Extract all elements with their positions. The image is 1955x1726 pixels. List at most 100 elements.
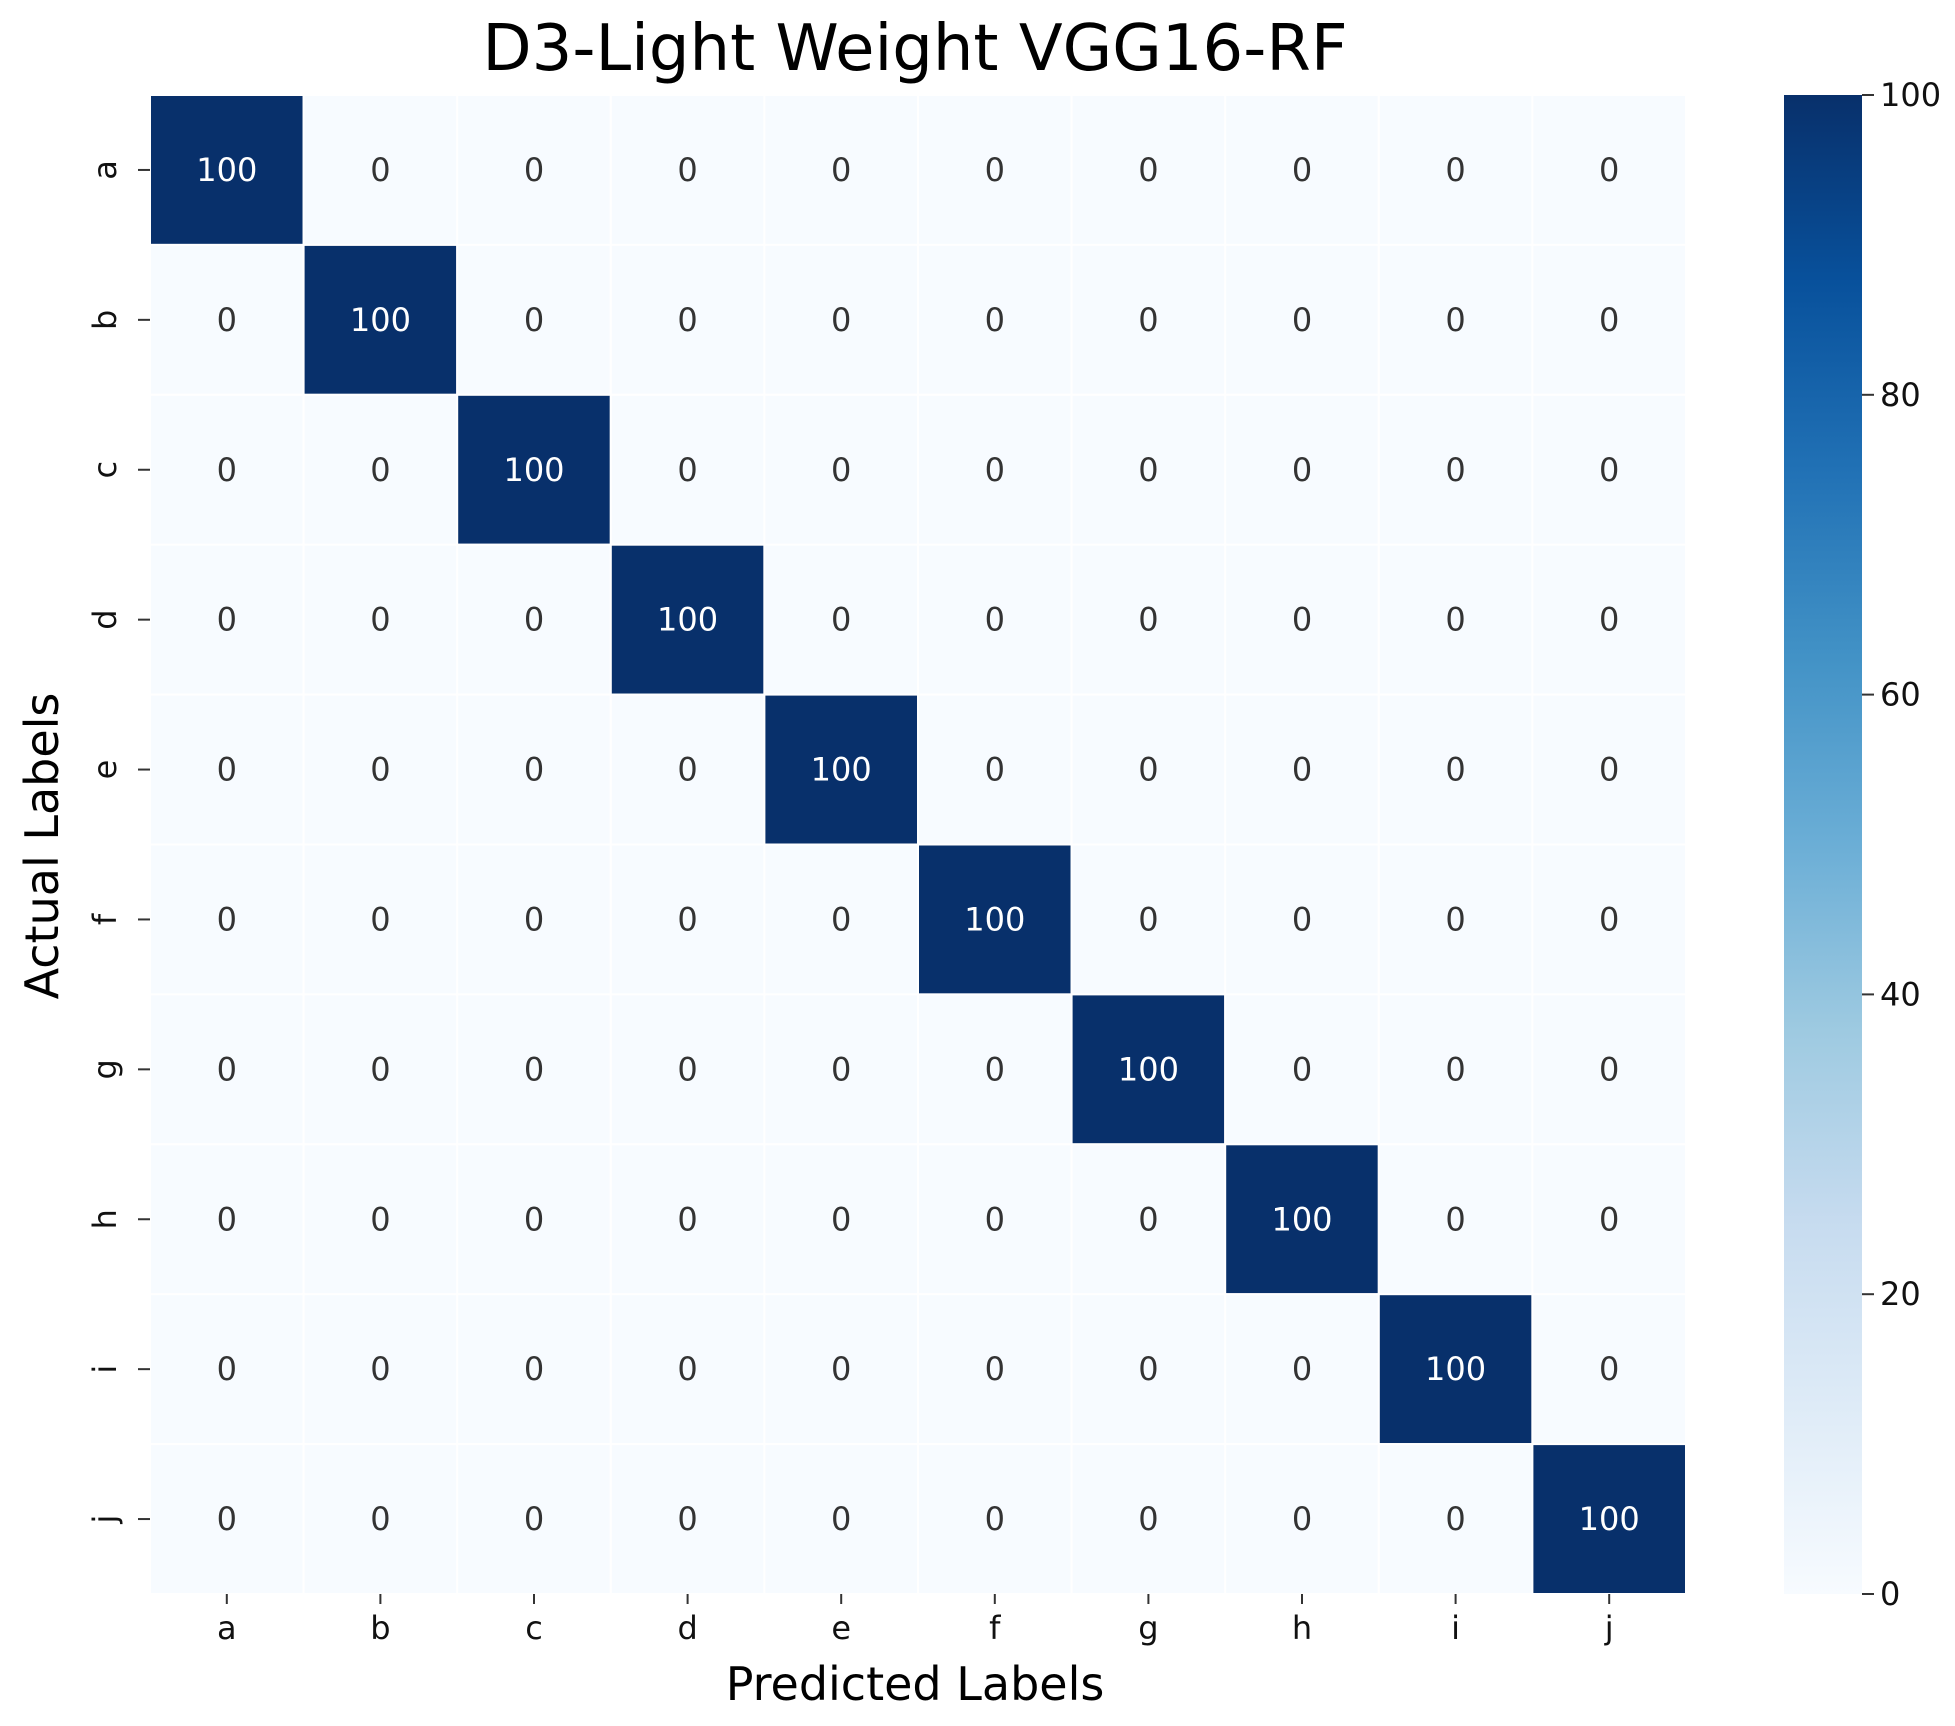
cell-value-label: 0 xyxy=(524,1050,544,1088)
cell-value-label: 0 xyxy=(1599,151,1619,189)
cell-value-label: 0 xyxy=(524,900,544,938)
y-tick-label: a xyxy=(86,160,124,180)
heatmap-cell xyxy=(1224,993,1380,1146)
heatmap-cell xyxy=(456,94,612,246)
y-tick-label: h xyxy=(86,1209,124,1229)
heatmap-cell xyxy=(1070,1143,1227,1296)
heatmap-cell xyxy=(1224,1293,1380,1446)
cell-value-label: 100 xyxy=(1425,1350,1486,1388)
cell-value-label: 0 xyxy=(524,151,544,189)
y-tick-label: d xyxy=(86,609,124,629)
heatmap-cell xyxy=(149,1443,305,1595)
cell-value-label: 0 xyxy=(1445,1500,1465,1538)
heatmap-cell xyxy=(917,993,1073,1146)
cell-value-label: 0 xyxy=(524,1200,544,1238)
heatmap-cell xyxy=(149,393,305,546)
heatmap-cell xyxy=(1531,543,1688,696)
heatmap-cell xyxy=(149,543,305,696)
cell-value-label: 0 xyxy=(1138,751,1158,789)
cell-value-label: 0 xyxy=(831,301,851,339)
heatmap-cell xyxy=(763,843,920,996)
cell-value-label: 0 xyxy=(985,1050,1005,1088)
cell-value-label: 0 xyxy=(985,1350,1005,1388)
heatmap-cell xyxy=(609,1443,766,1595)
cell-value-label: 0 xyxy=(1599,451,1619,489)
cell-value-label: 0 xyxy=(1292,1500,1312,1538)
cell-value-label: 0 xyxy=(1445,1050,1465,1088)
cell-value-label: 0 xyxy=(1599,1050,1619,1088)
heatmap-cell xyxy=(1377,393,1534,546)
cell-value-label: 0 xyxy=(370,1350,390,1388)
heatmap-cell xyxy=(1224,1143,1380,1296)
cell-value-label: 0 xyxy=(985,301,1005,339)
cell-value-label: 0 xyxy=(831,1050,851,1088)
heatmap-cell xyxy=(609,843,766,996)
heatmap-cell xyxy=(1224,243,1380,396)
x-tick-label: j xyxy=(1604,1609,1614,1647)
heatmap-cell xyxy=(149,843,305,996)
cell-value-label: 0 xyxy=(1138,601,1158,639)
cell-value-label: 0 xyxy=(1445,900,1465,938)
cell-value-label: 0 xyxy=(831,1350,851,1388)
heatmap-cell xyxy=(917,543,1073,696)
cell-value-label: 0 xyxy=(217,1050,237,1088)
cell-value-label: 0 xyxy=(677,151,697,189)
cell-value-label: 0 xyxy=(524,751,544,789)
cell-value-label: 0 xyxy=(370,1200,390,1238)
cell-value-label: 0 xyxy=(370,601,390,639)
colorbar-tick-label: 0 xyxy=(1880,1575,1900,1613)
heatmap-cell xyxy=(763,1443,920,1595)
heatmap-cell xyxy=(609,993,766,1146)
x-tick-label: g xyxy=(1138,1609,1158,1647)
y-tick-label: f xyxy=(86,913,124,925)
heatmap-cell xyxy=(917,1143,1073,1296)
heatmap-cell xyxy=(1377,543,1534,696)
cell-value-label: 100 xyxy=(350,301,411,339)
heatmap-cell xyxy=(1377,1143,1534,1296)
heatmap-cell xyxy=(1070,393,1227,546)
cell-value-label: 100 xyxy=(657,601,718,639)
cell-value-label: 0 xyxy=(1292,1050,1312,1088)
cell-value-label: 0 xyxy=(1138,301,1158,339)
heatmap-cell xyxy=(1224,393,1380,546)
heatmap-cell xyxy=(456,393,612,546)
cell-value-label: 0 xyxy=(677,1050,697,1088)
heatmap-cell xyxy=(302,1443,459,1595)
heatmap-cell xyxy=(1531,94,1688,246)
heatmap-cell xyxy=(917,94,1073,246)
heatmap-cell xyxy=(1377,843,1534,996)
cell-value-label: 0 xyxy=(985,1500,1005,1538)
chart-title: D3-Light Weight VGG16-RF xyxy=(482,12,1347,86)
cell-value-label: 0 xyxy=(985,601,1005,639)
cell-value-label: 0 xyxy=(217,451,237,489)
cell-value-label: 0 xyxy=(677,301,697,339)
cell-value-label: 0 xyxy=(1292,1350,1312,1388)
heatmap-cell xyxy=(1224,1443,1380,1595)
cell-value-label: 0 xyxy=(1138,1200,1158,1238)
cell-value-label: 0 xyxy=(217,1500,237,1538)
heatmap-cell xyxy=(1224,693,1380,846)
cell-value-label: 0 xyxy=(831,151,851,189)
heatmap-cell xyxy=(302,1293,459,1446)
cell-value-label: 0 xyxy=(985,151,1005,189)
cell-value-label: 0 xyxy=(217,1350,237,1388)
cell-value-label: 0 xyxy=(370,1500,390,1538)
heatmap-cells: 100 0 0 0 0 0 0 0 0 0 0 100 0 0 0 0 0 0 0 0 0 0 100 0 0 0 0 0 0 0 0 0 0 1… xyxy=(149,94,1688,1595)
cell-value-label: 0 xyxy=(370,451,390,489)
cell-value-label: 0 xyxy=(677,1350,697,1388)
y-tick-label: i xyxy=(86,1365,124,1374)
colorbar-tick-label: 100 xyxy=(1880,76,1941,114)
x-tick-label: c xyxy=(525,1609,543,1647)
cell-value-label: 0 xyxy=(1292,601,1312,639)
cell-value-label: 100 xyxy=(196,151,257,189)
cell-value-label: 0 xyxy=(677,451,697,489)
cell-value-label: 0 xyxy=(1138,451,1158,489)
x-axis-ticks: a b c d e f g h i j xyxy=(217,1594,1614,1647)
heatmap-cell xyxy=(149,993,305,1146)
cell-value-label: 0 xyxy=(1599,751,1619,789)
y-tick-label: g xyxy=(86,1059,124,1079)
heatmap-cell xyxy=(456,1143,612,1296)
heatmap-cell xyxy=(1224,94,1380,246)
heatmap-cell xyxy=(763,543,920,696)
cell-value-label: 0 xyxy=(677,751,697,789)
